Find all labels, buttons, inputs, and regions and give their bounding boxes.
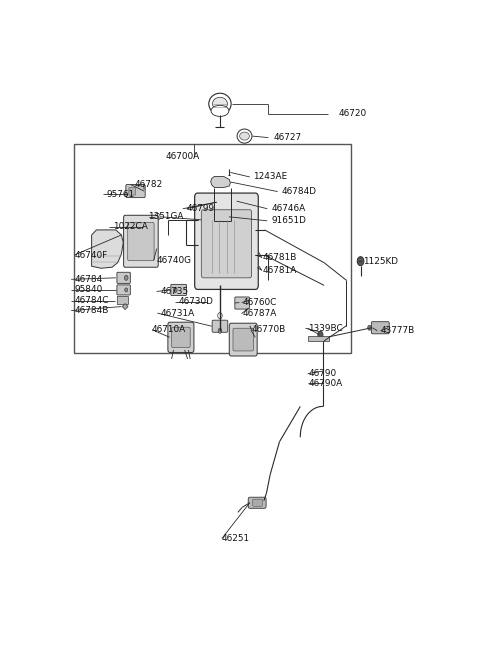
FancyBboxPatch shape [252,499,263,506]
Text: 91651D: 91651D [271,216,306,225]
Ellipse shape [240,132,249,140]
FancyBboxPatch shape [117,285,130,295]
Text: 46720: 46720 [339,109,367,119]
Text: 1339BC: 1339BC [309,324,343,333]
Text: 46700A: 46700A [166,152,200,161]
Text: 46799: 46799 [186,204,215,214]
Text: 46760C: 46760C [242,298,276,307]
Text: 1351GA: 1351GA [148,212,184,221]
Polygon shape [211,176,230,187]
Text: 46731A: 46731A [160,309,195,318]
Circle shape [218,328,222,333]
Text: 46787A: 46787A [242,309,276,318]
Text: 46251: 46251 [222,534,250,543]
Text: 46735: 46735 [160,287,189,296]
Circle shape [173,288,177,292]
FancyBboxPatch shape [129,187,135,195]
FancyBboxPatch shape [217,198,226,207]
Circle shape [222,212,229,221]
Circle shape [357,257,364,266]
Text: 46770B: 46770B [252,326,286,334]
Circle shape [142,223,147,231]
FancyBboxPatch shape [117,297,129,305]
Text: 95761: 95761 [107,189,134,198]
Circle shape [318,331,323,339]
Text: 46740F: 46740F [74,251,108,259]
Text: 46790: 46790 [309,369,336,378]
Polygon shape [122,303,128,310]
Circle shape [125,288,128,292]
FancyBboxPatch shape [117,272,130,284]
Text: 46784D: 46784D [281,187,316,196]
Text: 46746A: 46746A [271,204,306,214]
Text: 1243AE: 1243AE [253,172,288,181]
Text: 46784C: 46784C [74,296,108,305]
Circle shape [218,312,222,319]
FancyBboxPatch shape [128,222,154,261]
FancyBboxPatch shape [171,284,186,295]
FancyBboxPatch shape [168,322,194,352]
FancyBboxPatch shape [308,336,329,341]
Text: 46781B: 46781B [263,253,297,262]
Ellipse shape [211,105,229,117]
FancyBboxPatch shape [74,144,351,354]
Polygon shape [92,230,123,269]
Text: 46784B: 46784B [74,306,108,315]
FancyBboxPatch shape [233,328,253,351]
Text: 46730D: 46730D [178,297,213,306]
Text: 46784: 46784 [74,275,102,284]
FancyBboxPatch shape [126,185,145,198]
Text: 43777B: 43777B [381,326,415,335]
Ellipse shape [237,129,252,143]
Text: 46727: 46727 [274,133,302,142]
Circle shape [368,326,372,330]
Circle shape [124,275,128,280]
Circle shape [155,214,160,220]
FancyBboxPatch shape [124,215,158,267]
Text: 46710A: 46710A [152,326,186,334]
Ellipse shape [209,93,231,115]
FancyBboxPatch shape [248,497,266,508]
Text: 46740G: 46740G [156,255,192,265]
Text: 1125KD: 1125KD [363,257,398,266]
FancyBboxPatch shape [172,328,190,347]
FancyBboxPatch shape [228,196,238,206]
Text: 46782: 46782 [134,180,163,189]
Text: 95840: 95840 [74,286,102,295]
Text: 46781A: 46781A [263,266,297,274]
FancyBboxPatch shape [212,320,228,332]
Text: 46790A: 46790A [309,379,343,388]
Text: 1022CA: 1022CA [113,223,148,231]
FancyBboxPatch shape [229,323,257,356]
FancyBboxPatch shape [195,193,258,290]
FancyBboxPatch shape [202,210,252,278]
FancyBboxPatch shape [235,297,249,309]
FancyBboxPatch shape [372,322,389,334]
Ellipse shape [213,97,228,111]
